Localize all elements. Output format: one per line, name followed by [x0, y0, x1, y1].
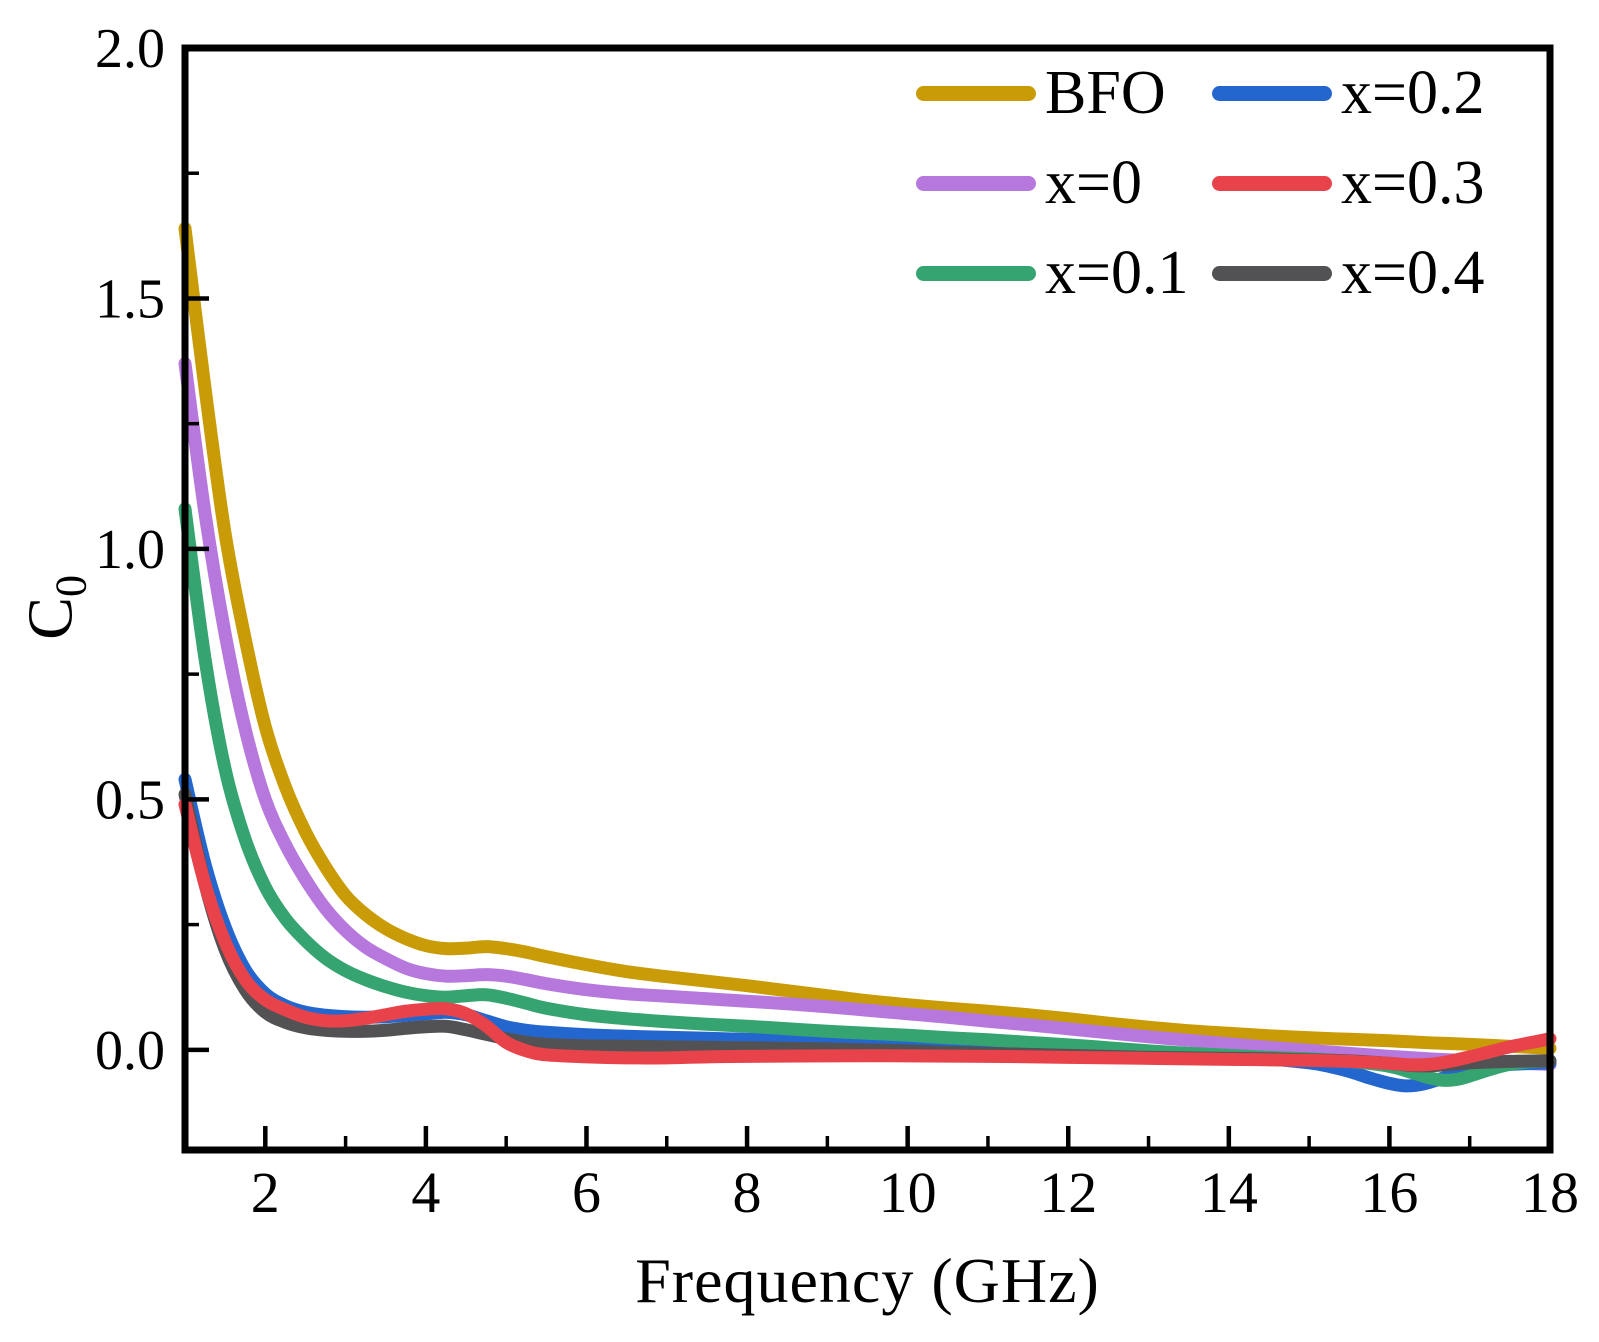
legend-label: x=0	[1045, 149, 1142, 217]
legend-label: x=0.2	[1341, 59, 1485, 127]
y-tick-label: 0.0	[95, 1020, 165, 1082]
legend-swatch-x=0.2	[1212, 85, 1332, 101]
plot-frame	[181, 44, 1554, 1154]
legend-item-x=0.1: x=0.1	[916, 228, 1212, 318]
x-tick-label: 14	[1200, 1160, 1258, 1225]
x-tick-label: 18	[1521, 1160, 1579, 1225]
legend-label: x=0.4	[1341, 239, 1485, 307]
legend-swatch-x=0.1	[916, 265, 1036, 281]
y-tick-label: 1.5	[95, 268, 165, 330]
x-tick-label: 2	[251, 1160, 280, 1225]
x-tick-label: 8	[733, 1160, 762, 1225]
series-line-x=0.3	[178, 797, 1557, 1072]
legend: BFO x=0 x=0.1 x=0.2 x=0.3 x=0.4	[916, 48, 1542, 318]
x-tick-label: 16	[1360, 1160, 1418, 1225]
legend-swatch-x=0.3	[1212, 175, 1332, 191]
x-axis-title: Frequency (GHz)	[635, 1245, 1100, 1316]
legend-swatch-BFO	[916, 85, 1036, 101]
legend-item-x=0.2: x=0.2	[1212, 48, 1542, 138]
x-tick-label: 4	[411, 1160, 440, 1225]
legend-item-x=0.4: x=0.4	[1212, 228, 1542, 318]
x-tick-label: 12	[1039, 1160, 1097, 1225]
series-line-x=0	[178, 357, 1557, 1071]
legend-label: BFO	[1045, 59, 1166, 127]
y-tick-label: 0.5	[95, 769, 165, 831]
legend-item-x=0: x=0	[916, 138, 1212, 228]
x-tick-label: 6	[572, 1160, 601, 1225]
series-line-BFO	[178, 221, 1557, 1055]
legend-label: x=0.1	[1045, 239, 1189, 307]
legend-item-x=0.3: x=0.3	[1212, 138, 1542, 228]
legend-label: x=0.3	[1341, 149, 1485, 217]
y-axis-title: C0	[14, 542, 97, 672]
y-axis-title-main: C	[14, 597, 86, 640]
legend-swatch-x=0.4	[1212, 265, 1332, 281]
legend-swatch-x=0	[916, 175, 1036, 191]
y-tick-label: 1.0	[95, 519, 165, 581]
x-tick-label: 10	[879, 1160, 937, 1225]
legend-item-BFO: BFO	[916, 48, 1212, 138]
y-axis-title-sub: 0	[46, 575, 96, 598]
y-tick-label: 2.0	[95, 18, 165, 80]
